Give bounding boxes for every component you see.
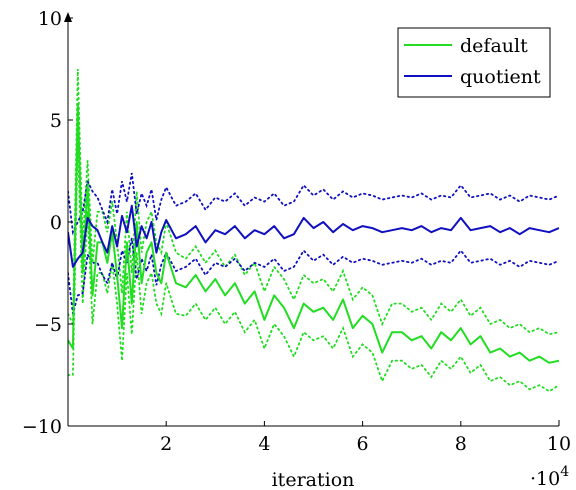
x-tick-label: 2 [160, 433, 172, 455]
series-upper-bound-default [68, 68, 559, 336]
axes [64, 12, 560, 427]
series-line-default [68, 102, 559, 364]
y-tick-label: 10 [38, 8, 62, 30]
legend-label-quotient: quotient [460, 66, 541, 88]
y-tick-label: −5 [34, 314, 62, 336]
ticks: 2 4 6 8 10 −10 −5 0 5 10 [22, 8, 571, 455]
series-line-quotient [68, 204, 559, 268]
x-axis-title: iteration [272, 469, 355, 490]
x-tick-label: 4 [258, 433, 270, 455]
legend: default quotient [397, 27, 551, 98]
series-upper-bound-quotient [68, 172, 559, 236]
legend-label-default: default [460, 35, 528, 57]
x-axis-multiplier: ·104 [530, 464, 569, 490]
y-tick-label: 5 [50, 110, 62, 132]
x-tick-label: 6 [357, 433, 369, 455]
svg-text:·104: ·104 [530, 464, 569, 490]
series-layer [68, 68, 559, 393]
y-tick-label: 0 [50, 212, 62, 234]
y-tick-label: −10 [22, 416, 62, 438]
y-axis-arrow [64, 12, 72, 22]
series-lower-bound-default [68, 140, 559, 393]
legend-box [397, 27, 551, 98]
x-tick-label: 8 [455, 433, 467, 455]
x-tick-label: 10 [547, 433, 571, 455]
